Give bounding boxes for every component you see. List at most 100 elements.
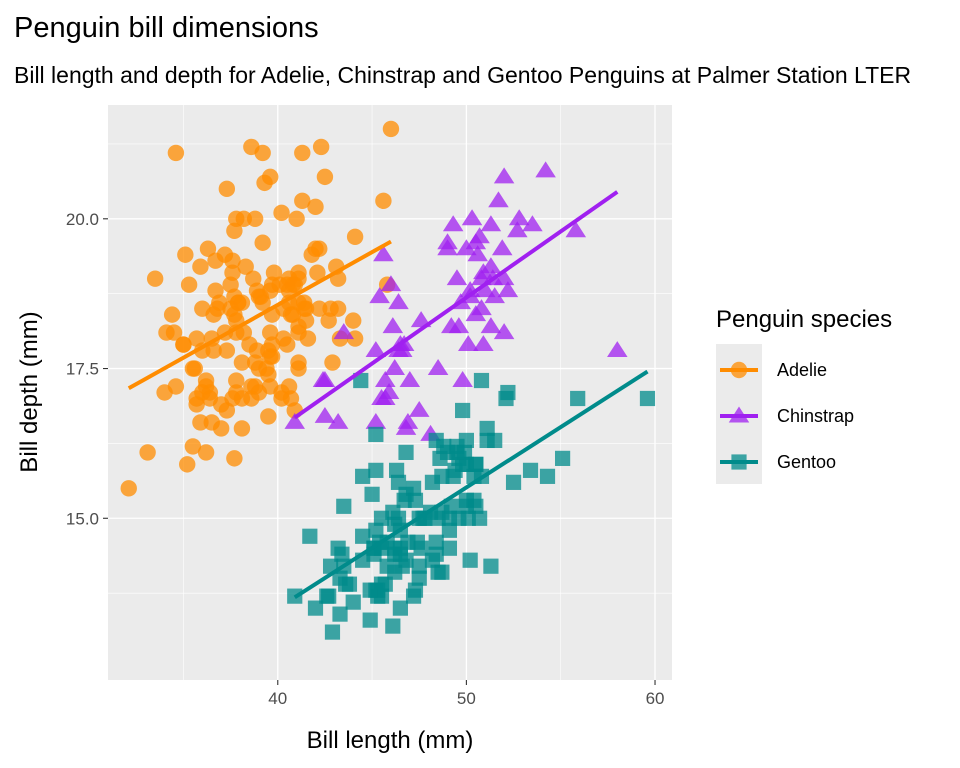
gentoo-point bbox=[407, 492, 424, 508]
gentoo-point bbox=[345, 594, 361, 610]
chinstrap-point bbox=[493, 167, 515, 184]
adelie-point bbox=[228, 372, 245, 389]
adelie-point bbox=[224, 264, 241, 281]
adelie-point bbox=[278, 336, 296, 353]
adelie-point bbox=[199, 240, 217, 257]
adelie-fit-line bbox=[127, 239, 392, 391]
adelie-point bbox=[290, 324, 307, 341]
adelie-point bbox=[226, 222, 243, 239]
gentoo-point bbox=[570, 390, 586, 407]
chinstrap-point bbox=[469, 227, 490, 244]
chinstrap-point bbox=[488, 191, 509, 208]
gentoo-point bbox=[334, 546, 350, 562]
gentoo-point bbox=[639, 390, 656, 407]
y-tick-label: 15.0 bbox=[66, 509, 99, 528]
legend-key-chinstrap bbox=[728, 406, 750, 423]
chinstrap-point bbox=[437, 233, 458, 250]
adelie-point bbox=[254, 234, 271, 251]
chinstrap-point bbox=[427, 359, 449, 376]
chinstrap-point bbox=[388, 293, 409, 310]
adelie-point bbox=[258, 360, 275, 377]
gentoo-point bbox=[487, 432, 503, 449]
adelie-point bbox=[329, 300, 347, 317]
gentoo-point bbox=[324, 624, 341, 640]
adelie-point bbox=[177, 246, 194, 263]
adelie-point bbox=[290, 360, 307, 377]
gentoo-point bbox=[392, 600, 408, 616]
gentoo-point bbox=[307, 600, 324, 616]
gentoo-point bbox=[364, 486, 380, 502]
gentoo-point bbox=[362, 582, 378, 598]
adelie-point bbox=[163, 306, 181, 323]
gentoo-point bbox=[390, 474, 407, 490]
chinstrap-point bbox=[497, 281, 519, 298]
gentoo-point bbox=[522, 462, 539, 478]
chinstrap-point bbox=[388, 341, 409, 358]
adelie-point bbox=[167, 144, 185, 162]
adelie-point bbox=[156, 384, 173, 401]
adelie-point bbox=[320, 312, 337, 329]
adelie-point bbox=[307, 198, 324, 216]
adelie-point bbox=[250, 384, 268, 401]
gentoo-point bbox=[385, 618, 401, 634]
minor-gridlines bbox=[108, 105, 672, 680]
gentoo-point bbox=[483, 558, 499, 574]
gentoo-point bbox=[456, 444, 473, 460]
chinstrap-point bbox=[535, 161, 556, 178]
chinstrap-point bbox=[384, 359, 405, 376]
adelie-point bbox=[237, 258, 254, 275]
chinstrap-point bbox=[365, 412, 387, 429]
gentoo-point bbox=[362, 612, 378, 628]
gentoo-point bbox=[353, 372, 369, 389]
x-axis-title: Bill length (mm) bbox=[307, 727, 474, 754]
chinstrap-point bbox=[507, 221, 528, 238]
adelie-point bbox=[218, 402, 236, 419]
gentoo-point bbox=[411, 558, 427, 574]
adelie-point bbox=[226, 450, 243, 467]
chinstrap-point bbox=[369, 287, 390, 304]
chinstrap-point bbox=[484, 287, 505, 304]
x-tick-label: 60 bbox=[646, 689, 665, 708]
gentoo-point bbox=[428, 546, 444, 562]
chinstrap-point bbox=[480, 317, 502, 334]
adelie-point bbox=[273, 204, 290, 222]
gentoo-point bbox=[398, 552, 414, 568]
chinstrap-point bbox=[474, 281, 496, 298]
chinstrap-point bbox=[314, 406, 336, 423]
adelie-point bbox=[282, 306, 300, 323]
adelie-point bbox=[297, 312, 315, 329]
gentoo-point bbox=[539, 468, 556, 484]
adelie-point bbox=[294, 192, 311, 210]
legend-label-adelie: Adelie bbox=[777, 360, 827, 380]
adelie-point bbox=[192, 414, 209, 431]
adelie-point bbox=[311, 240, 328, 257]
chinstrap-point bbox=[314, 371, 336, 387]
chinstrap-point bbox=[480, 215, 502, 232]
chinstrap-point bbox=[522, 215, 543, 232]
regression-lines bbox=[127, 190, 649, 600]
chart-title: Penguin bill dimensions bbox=[14, 12, 319, 44]
adelie-point bbox=[294, 144, 311, 162]
adelie-point bbox=[194, 384, 211, 401]
gentoo-point bbox=[428, 534, 444, 550]
data-points bbox=[120, 120, 656, 640]
adelie-point bbox=[197, 444, 215, 461]
gentoo-point bbox=[368, 522, 384, 538]
adelie-point bbox=[316, 168, 334, 186]
adelie-point bbox=[218, 180, 236, 198]
adelie-point bbox=[205, 306, 222, 323]
adelie-point bbox=[218, 342, 236, 359]
adelie-point bbox=[260, 408, 277, 425]
chinstrap-point bbox=[467, 245, 488, 262]
adelie-point bbox=[139, 444, 156, 461]
y-tick-label: 17.5 bbox=[66, 360, 99, 379]
chart-subtitle: Bill length and depth for Adelie, Chinst… bbox=[14, 62, 912, 88]
gentoo-point bbox=[405, 588, 422, 604]
adelie-point bbox=[233, 420, 251, 437]
chinstrap-point bbox=[493, 323, 515, 340]
gentoo-point bbox=[389, 462, 405, 478]
gentoo-point bbox=[302, 528, 318, 544]
adelie-point bbox=[146, 270, 164, 287]
gentoo-point bbox=[432, 450, 448, 466]
